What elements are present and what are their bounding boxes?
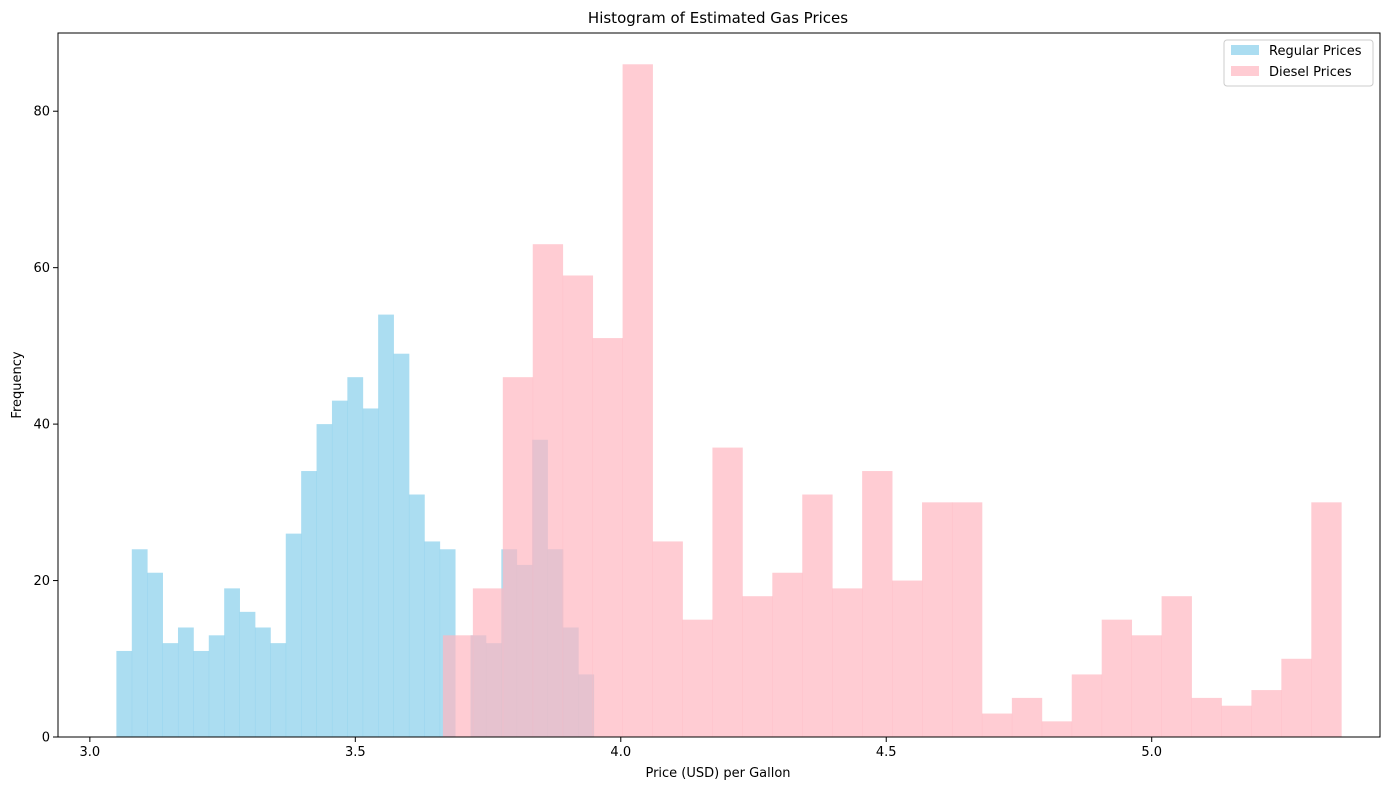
x-axis-label: Price (USD) per Gallon: [645, 766, 790, 781]
bar-regular-10: [270, 643, 287, 737]
bar-diesel-27: [1251, 690, 1282, 737]
bar-diesel-22: [1101, 619, 1133, 737]
x-axis: 3.0 3.5 4.0 4.5 5.0: [80, 737, 1162, 760]
y-tick-label: 60: [33, 261, 50, 276]
bar-diesel-19: [1011, 697, 1043, 737]
bar-diesel-3: [532, 244, 564, 737]
bar-regular-7: [224, 588, 240, 737]
bar-regular-0: [116, 650, 133, 737]
x-tick-label: 4.0: [610, 745, 631, 760]
bar-diesel-1: [472, 588, 504, 737]
bar-diesel-20: [1041, 721, 1073, 737]
bar-diesel-5: [592, 338, 623, 737]
bar-regular-5: [193, 650, 210, 737]
bar-diesel-17: [951, 502, 983, 737]
bar-regular-15: [347, 377, 364, 737]
x-tick-label: 3.0: [80, 745, 101, 760]
bars-layer: [116, 64, 1342, 738]
bar-diesel-7: [652, 541, 683, 737]
bar-diesel-11: [772, 572, 803, 737]
bar-regular-11: [285, 533, 302, 737]
y-axis: 0 20 40 60 80: [33, 105, 58, 746]
bar-diesel-4: [562, 275, 594, 737]
legend-label-regular: Regular Prices: [1269, 44, 1362, 59]
bar-diesel-26: [1221, 705, 1252, 737]
legend-swatch-regular: [1231, 45, 1259, 55]
bar-diesel-14: [862, 471, 893, 737]
legend: Regular Prices Diesel Prices: [1223, 39, 1374, 87]
y-axis-label: Frequency: [10, 351, 25, 418]
bar-diesel-21: [1071, 674, 1103, 737]
bar-diesel-15: [892, 580, 923, 737]
plot-frame: [57, 32, 1381, 738]
bar-regular-17: [378, 314, 394, 737]
bar-regular-9: [254, 627, 271, 737]
bar-regular-8: [239, 611, 256, 737]
bar-regular-16: [362, 408, 379, 737]
legend-box: [1223, 39, 1374, 87]
bar-regular-19: [408, 494, 425, 737]
bar-diesel-16: [922, 502, 953, 737]
bar-diesel-23: [1131, 635, 1162, 737]
bar-regular-12: [301, 471, 317, 737]
bar-diesel-13: [832, 588, 863, 737]
bar-diesel-25: [1191, 697, 1222, 737]
bar-diesel-0: [442, 635, 474, 737]
bar-diesel-9: [712, 447, 743, 737]
bar-regular-2: [147, 572, 163, 737]
legend-swatch-diesel: [1231, 66, 1259, 76]
chart-title: Histogram of Estimated Gas Prices: [588, 9, 848, 27]
bar-diesel-12: [802, 494, 833, 737]
bar-diesel-18: [981, 713, 1013, 737]
bar-regular-1: [131, 549, 148, 737]
bar-diesel-10: [742, 596, 773, 737]
bar-regular-13: [316, 424, 333, 737]
y-tick-label: 80: [33, 105, 50, 120]
bar-diesel-8: [682, 619, 713, 737]
bar-regular-3: [162, 643, 179, 737]
bar-regular-4: [177, 627, 194, 737]
bar-regular-20: [424, 541, 441, 737]
y-tick-label: 20: [33, 574, 50, 589]
legend-label-diesel: Diesel Prices: [1269, 65, 1352, 80]
bar-regular-18: [393, 353, 410, 737]
bar-diesel-6: [622, 64, 653, 738]
bar-regular-14: [331, 400, 348, 737]
bar-diesel-28: [1281, 658, 1312, 737]
bar-diesel-29: [1311, 502, 1342, 737]
x-tick-label: 3.5: [345, 745, 366, 760]
y-tick-label: 40: [33, 418, 50, 433]
bar-diesel-2: [502, 377, 534, 737]
bar-diesel-24: [1161, 596, 1192, 737]
x-tick-label: 4.5: [876, 745, 897, 760]
bar-regular-6: [208, 635, 225, 737]
y-tick-label: 0: [42, 731, 50, 746]
x-tick-label: 5.0: [1141, 745, 1162, 760]
